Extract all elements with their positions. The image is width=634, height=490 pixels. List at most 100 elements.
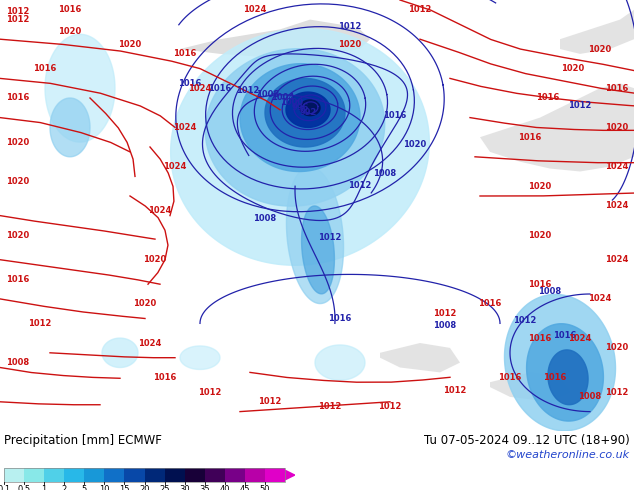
Text: 1020: 1020 (403, 140, 427, 149)
Bar (24, 468, 44, 482)
Bar (4, 468, 285, 482)
Polygon shape (205, 49, 385, 206)
Text: 1012: 1012 (433, 309, 456, 318)
Text: 1016: 1016 (528, 334, 552, 343)
Polygon shape (50, 98, 90, 157)
Text: 2: 2 (61, 485, 67, 490)
Text: 1012: 1012 (29, 319, 52, 328)
Text: 1024: 1024 (568, 334, 592, 343)
Polygon shape (527, 324, 604, 421)
Text: 1016: 1016 (528, 280, 552, 289)
Bar (64, 468, 84, 482)
Bar (265, 468, 285, 482)
Text: 1020: 1020 (561, 64, 585, 73)
Text: 1024: 1024 (188, 84, 212, 93)
Text: 20: 20 (139, 485, 150, 490)
Text: 1016: 1016 (173, 49, 197, 58)
Text: 1012: 1012 (258, 397, 281, 406)
Text: Tu 07-05-2024 09..12 UTC (18+90): Tu 07-05-2024 09..12 UTC (18+90) (424, 434, 630, 447)
Text: 1008: 1008 (6, 358, 30, 367)
Text: 1008: 1008 (254, 214, 276, 222)
Text: 5: 5 (82, 485, 87, 490)
Text: 1016: 1016 (553, 331, 577, 340)
Bar (124, 468, 145, 482)
Text: 1012: 1012 (408, 5, 432, 14)
Text: 1020: 1020 (6, 138, 30, 147)
Text: 1020: 1020 (58, 27, 82, 36)
Text: 1020: 1020 (339, 40, 361, 49)
Polygon shape (286, 92, 330, 127)
Text: 1008: 1008 (256, 90, 280, 98)
Text: 1016: 1016 (178, 79, 202, 88)
Text: 1016: 1016 (209, 84, 231, 93)
Text: 1: 1 (41, 485, 47, 490)
Text: 1004: 1004 (271, 94, 295, 102)
Text: 1012: 1012 (568, 101, 592, 110)
Text: 45: 45 (240, 485, 250, 490)
Text: 1012: 1012 (6, 15, 30, 24)
Bar (184, 468, 205, 482)
Text: Precipitation [mm] ECMWF: Precipitation [mm] ECMWF (4, 434, 162, 447)
Text: 1020: 1020 (143, 255, 167, 264)
Text: 1016: 1016 (6, 275, 30, 284)
Text: 1016: 1016 (543, 373, 567, 382)
Text: 15: 15 (119, 485, 130, 490)
Polygon shape (287, 167, 344, 304)
Text: 25: 25 (159, 485, 170, 490)
Polygon shape (315, 345, 365, 380)
Text: 1024: 1024 (588, 294, 612, 303)
Bar (4, 468, 24, 482)
Polygon shape (180, 346, 220, 369)
Bar (205, 468, 225, 482)
Text: 1016: 1016 (384, 111, 406, 120)
Text: 1008: 1008 (538, 287, 562, 296)
Text: 1012: 1012 (236, 86, 260, 95)
Text: 1016: 1016 (58, 5, 82, 14)
Text: 1012: 1012 (378, 402, 402, 411)
Text: 1012: 1012 (605, 388, 629, 396)
Text: 40: 40 (219, 485, 230, 490)
Polygon shape (180, 20, 370, 59)
Bar (145, 468, 165, 482)
Text: 1020: 1020 (133, 299, 157, 308)
Bar (245, 468, 265, 482)
Text: 35: 35 (200, 485, 210, 490)
Text: 1020: 1020 (528, 231, 552, 240)
Text: 1012: 1012 (443, 386, 467, 394)
Text: 1012: 1012 (318, 402, 342, 411)
Text: 1016: 1016 (498, 373, 522, 382)
Text: 1016: 1016 (6, 94, 30, 102)
Text: 1016: 1016 (328, 315, 352, 323)
Polygon shape (548, 350, 588, 405)
Polygon shape (102, 338, 138, 368)
Text: 1008: 1008 (434, 321, 456, 330)
Text: 1024: 1024 (605, 162, 629, 171)
Polygon shape (300, 100, 320, 116)
Text: 1024: 1024 (605, 201, 629, 210)
Text: 1020: 1020 (6, 177, 30, 186)
Text: 50: 50 (260, 485, 270, 490)
Polygon shape (45, 34, 115, 142)
Text: 1008: 1008 (578, 392, 602, 401)
Text: 1020: 1020 (6, 231, 30, 240)
Text: 992: 992 (299, 108, 317, 117)
Bar (84, 468, 105, 482)
Text: 1020: 1020 (119, 40, 141, 49)
Polygon shape (171, 29, 429, 265)
Bar (44, 468, 64, 482)
Text: 1024: 1024 (138, 339, 162, 347)
Text: 1012: 1012 (514, 317, 537, 325)
Text: ©weatheronline.co.uk: ©weatheronline.co.uk (506, 450, 630, 460)
Text: 1000: 1000 (280, 98, 304, 107)
Polygon shape (505, 294, 616, 431)
Text: 1016: 1016 (34, 64, 56, 73)
Bar (165, 468, 184, 482)
Text: 1012: 1012 (6, 7, 30, 16)
Polygon shape (302, 206, 334, 294)
Text: 1020: 1020 (588, 45, 612, 53)
Text: 1016: 1016 (519, 133, 541, 142)
Text: 996: 996 (291, 103, 309, 112)
Polygon shape (480, 83, 634, 172)
Polygon shape (265, 78, 345, 147)
Text: 1024: 1024 (605, 255, 629, 264)
